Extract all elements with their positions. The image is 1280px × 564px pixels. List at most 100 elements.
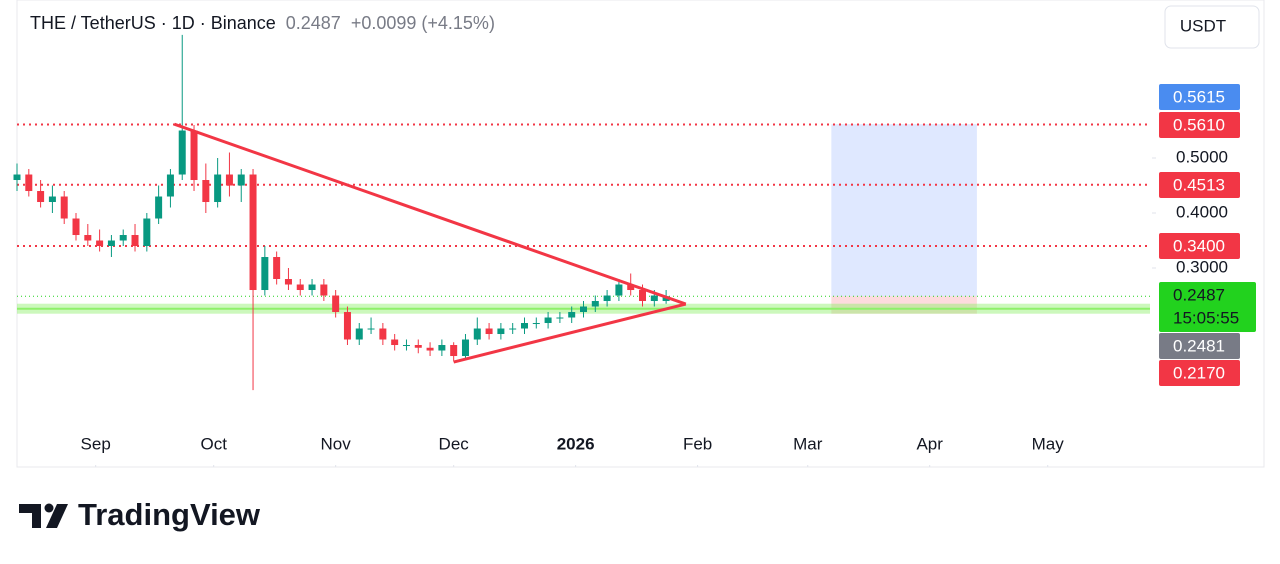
x-tick-label: Sep	[81, 434, 111, 453]
candle-body	[237, 174, 245, 186]
trendline	[453, 302, 687, 364]
candle-body	[497, 328, 505, 335]
price-pill-label: 0.5615	[1173, 87, 1225, 106]
candle-body	[143, 218, 151, 247]
logo: TradingView	[19, 497, 261, 532]
candle-body	[591, 301, 599, 307]
price-pill-label: 0.2481	[1173, 336, 1225, 355]
candle-body	[473, 328, 481, 340]
candle-body	[603, 295, 611, 302]
candle-body	[639, 290, 647, 302]
candle-body	[273, 257, 281, 280]
price-pill-label: 0.2170	[1173, 363, 1225, 382]
candle-body	[60, 196, 68, 219]
candle-body	[119, 235, 127, 241]
candle-body	[72, 218, 80, 236]
currency-label[interactable]: USDT	[1180, 16, 1226, 35]
candle-body	[214, 174, 222, 203]
candle-body	[509, 328, 517, 330]
candle-body	[320, 284, 328, 296]
header-change: +0.0099 (+4.15%)	[351, 13, 495, 33]
candle-body	[485, 328, 493, 335]
candle-body	[343, 312, 351, 340]
candle-body	[308, 284, 316, 291]
x-tick-label: 2026	[557, 434, 595, 453]
x-tick-label: May	[1032, 434, 1065, 453]
candle-body	[166, 174, 174, 197]
candle-body	[568, 312, 576, 318]
candle-body	[615, 284, 623, 296]
candle-body	[284, 279, 292, 285]
candle-body	[544, 317, 552, 324]
x-tick-label: Dec	[439, 434, 470, 453]
candle-body	[249, 174, 257, 291]
price-pill-label: 0.3400	[1173, 236, 1225, 255]
header: THE / TetherUS · 1D · Binance 0.2487 +0.00…	[30, 13, 495, 33]
candle-body	[332, 295, 340, 313]
logo-mark	[44, 503, 54, 513]
candle-body	[391, 339, 399, 346]
candle-body	[190, 130, 198, 181]
candle-body	[650, 295, 658, 302]
plot: Sep Oct Nov Dec 2026 Feb Mar Apr May	[13, 34, 1150, 467]
price-pill-label: 0.4513	[1173, 175, 1225, 194]
price-pill	[1159, 84, 1240, 110]
price-scale: 0.3000 0.4000 0.5000 0.5615 0.5610 0.4513 0.34…	[1152, 84, 1256, 386]
x-tick-label: Oct	[200, 434, 227, 453]
symbol: THE / TetherUS · 1D · Binance	[30, 13, 276, 33]
candle-body	[48, 196, 56, 203]
countdown: 15:05:55	[1173, 308, 1239, 327]
y-tick-label: 0.4000	[1176, 202, 1228, 221]
price-pill	[1159, 112, 1240, 138]
candle-body	[261, 257, 269, 291]
chart-frame	[16, 0, 1265, 468]
candle-body	[402, 345, 410, 347]
price-pill	[1159, 360, 1240, 386]
logo-mark	[46, 504, 68, 528]
header-price: 0.2487	[286, 13, 341, 33]
logo-mark	[19, 504, 41, 528]
candle-body	[37, 191, 45, 203]
candle-body	[532, 323, 540, 325]
candle-body	[461, 339, 469, 357]
brand: TradingView	[78, 497, 261, 532]
candle-body	[379, 328, 387, 340]
candle-body	[225, 174, 233, 186]
x-tick-label: Apr	[916, 434, 943, 453]
y-tick-label: 0.5000	[1176, 147, 1228, 166]
candle-body	[426, 347, 434, 351]
candle-body	[155, 196, 163, 219]
candle-body	[556, 317, 564, 319]
x-tick-label: Mar	[793, 434, 823, 453]
price-pill	[1159, 333, 1240, 359]
candle-body	[438, 345, 446, 351]
price-pill-label: 0.5610	[1173, 115, 1225, 134]
x-tick-label: Feb	[683, 434, 712, 453]
candle-body	[96, 240, 104, 247]
candle-body	[580, 306, 587, 313]
candle-body	[178, 130, 186, 175]
price-pill	[1159, 172, 1240, 198]
last-price-label: 0.2487	[1173, 285, 1225, 304]
candle-body	[414, 345, 422, 348]
candle-body	[84, 235, 92, 241]
last-price-pill	[1159, 282, 1256, 332]
x-tick-label: Nov	[321, 434, 352, 453]
candle-body	[296, 284, 304, 291]
candle-body	[131, 235, 139, 247]
candle-body	[202, 180, 210, 203]
currency-button[interactable]	[1164, 5, 1260, 49]
candle-body	[355, 328, 363, 340]
candle-body	[520, 323, 528, 329]
candle-body	[107, 240, 115, 247]
trendline	[173, 122, 687, 306]
target-zone	[831, 124, 977, 297]
candle-body	[450, 345, 458, 357]
price-pill	[1159, 233, 1240, 259]
y-tick-label: 0.3000	[1176, 257, 1228, 276]
candle-body	[25, 174, 33, 192]
candle-body	[13, 174, 21, 181]
candle-body	[627, 284, 635, 291]
candle-body	[367, 328, 375, 330]
